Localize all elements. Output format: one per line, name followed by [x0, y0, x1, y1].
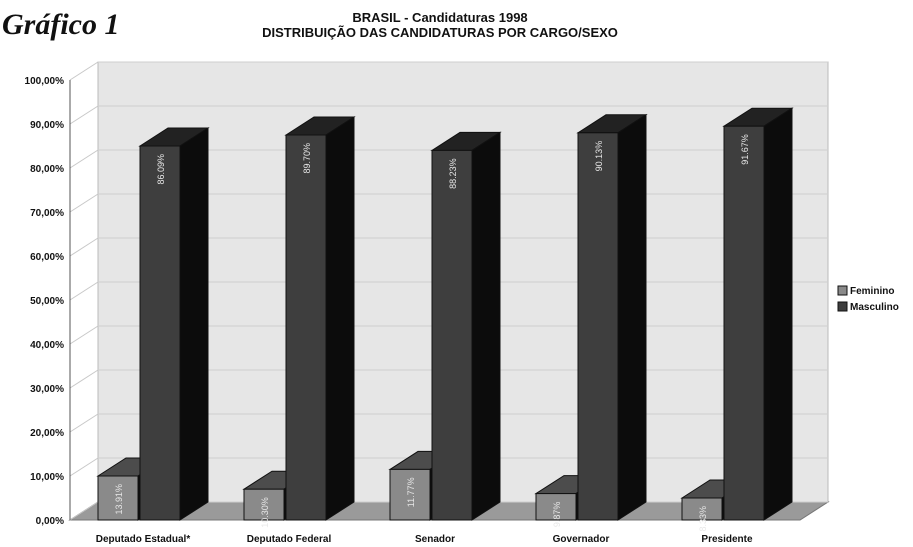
- y-tick-label: 60,00%: [30, 252, 64, 263]
- y-tick-label: 40,00%: [30, 340, 64, 351]
- y-tick-label: 50,00%: [30, 296, 64, 307]
- y-tick-label: 20,00%: [30, 428, 64, 439]
- data-label: 91.67%: [740, 134, 750, 165]
- y-tick-label: 100,00%: [25, 76, 65, 87]
- x-tick-label: Senador: [415, 534, 455, 545]
- x-tick-label: Deputado Federal: [247, 534, 332, 545]
- bars: 13.91% 86.09% 10.30% 89.70% 11.77% 88.23% 9.87…: [96, 107, 794, 532]
- bar-front: [285, 134, 327, 521]
- y-tick-label: 80,00%: [30, 164, 64, 175]
- bar-masculino: 86.09%: [138, 127, 210, 521]
- legend-swatch: [837, 285, 848, 296]
- chart-title: BRASIL - Candidaturas 1998: [352, 10, 528, 25]
- y-tick-label: 70,00%: [30, 208, 64, 219]
- bar-side: [617, 113, 647, 521]
- data-label: 86.09%: [156, 154, 166, 185]
- bar-side: [179, 127, 209, 521]
- data-label: 9.87%: [552, 502, 562, 528]
- data-label: 8.33%: [698, 506, 708, 532]
- bar-front: [681, 497, 723, 521]
- legend-label: Feminino: [850, 286, 894, 297]
- bar-side: [325, 116, 355, 521]
- gridline-depth: [69, 457, 99, 477]
- legend: Feminino Masculino: [837, 285, 899, 313]
- y-tick-label: 30,00%: [30, 384, 64, 395]
- gridline-depth: [69, 325, 99, 345]
- gridline-depth: [69, 501, 99, 521]
- gridline-depth: [69, 237, 99, 257]
- bar-front: [243, 488, 285, 521]
- y-tick-label: 90,00%: [30, 120, 64, 131]
- chart-title-block: BRASIL - Candidaturas 1998 DISTRIBUIÇÃO …: [240, 10, 640, 40]
- gridline-depth: [69, 193, 99, 213]
- data-label: 10.30%: [260, 497, 270, 528]
- x-tick-label: Presidente: [701, 534, 753, 545]
- bar-side: [763, 107, 793, 521]
- gridline-depth: [69, 149, 99, 169]
- y-tick-label: 10,00%: [30, 472, 64, 483]
- data-label: 11.77%: [406, 477, 416, 507]
- data-label: 90.13%: [594, 141, 604, 172]
- gridline-depth: [69, 369, 99, 389]
- bar-masculino: 88.23%: [430, 131, 502, 521]
- x-tick-label: Governador: [553, 534, 610, 545]
- data-label: 89.70%: [302, 143, 312, 174]
- y-axis: 0,00% 10,00% 20,00% 30,00% 40,00% 50,00% 60,00…: [25, 76, 71, 527]
- chart-subtitle: DISTRIBUIÇÃO DAS CANDIDATURAS POR CARGO/…: [262, 25, 618, 40]
- bar-front: [139, 145, 181, 521]
- bar-front: [535, 493, 577, 521]
- bar-front: [97, 475, 139, 521]
- gridline-depth: [69, 105, 99, 125]
- bar-front: [389, 468, 431, 521]
- y-tick-label: 0,00%: [36, 516, 64, 527]
- gridline-depth: [69, 413, 99, 433]
- bar-masculino: 89.70%: [284, 116, 356, 521]
- gridline-depth: [69, 61, 99, 81]
- x-tick-label: Deputado Estadual*: [96, 534, 191, 545]
- bar-side: [471, 131, 501, 521]
- legend-label: Masculino: [850, 302, 899, 313]
- x-axis: Deputado Estadual* Deputado Federal Senado…: [96, 534, 753, 545]
- gridline-depth: [69, 281, 99, 301]
- bar-front: [431, 149, 473, 521]
- bar-masculino: 91.67%: [722, 107, 794, 521]
- bar-front: [577, 132, 619, 521]
- legend-swatch: [837, 301, 848, 312]
- data-label: 88.23%: [448, 158, 458, 189]
- data-label: 13.91%: [114, 484, 124, 515]
- bar-front: [723, 125, 765, 521]
- bar-masculino: 90.13%: [576, 113, 648, 521]
- page-label: Gráfico 1: [2, 8, 120, 41]
